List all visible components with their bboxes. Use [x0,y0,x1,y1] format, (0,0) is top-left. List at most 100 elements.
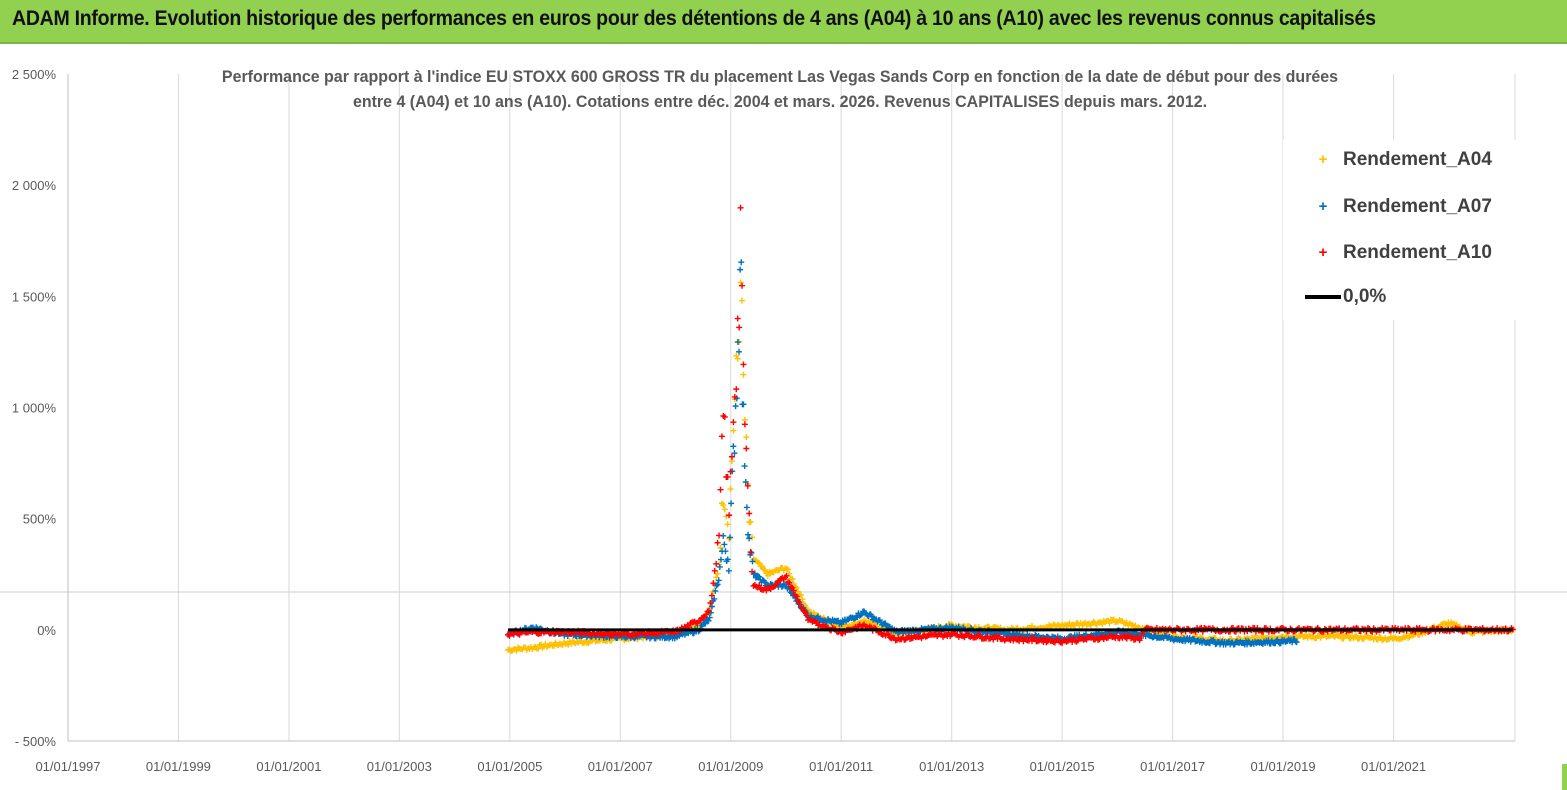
legend-label-a07: Rendement_A07 [1343,196,1492,217]
series-a10-point [796,599,803,606]
series-a04-point [740,371,747,378]
series-a04-point [739,297,746,304]
series-a07-point [743,504,750,511]
series-a07-point [746,535,753,542]
series-a04-point [565,641,572,648]
series-a10-point [736,324,743,331]
x-tick-label: 01/01/1997 [35,759,100,774]
series-a07-point [702,620,709,627]
x-tick-label: 01/01/2009 [698,759,763,774]
series-a04-point [764,572,771,579]
series-a04-point [759,563,766,570]
series-a10-point [743,445,750,452]
series-a10-point [746,510,753,517]
x-tick-label: 01/01/2001 [256,759,321,774]
series-a04-point [730,427,737,434]
series-a07-point [742,479,749,486]
series-a04-point [1406,633,1413,640]
legend-label-zero: 0,0% [1343,286,1387,307]
series-a07-point [726,534,733,541]
chart-title: Performance par rapport à l'indice EU ST… [188,64,1372,114]
series-a10-point [1138,634,1145,641]
series-a04-point [717,544,724,551]
report-banner: ADAM Informe. Evolution historique des p… [0,0,1567,44]
series-a07-point [734,339,741,346]
series-a07-point [745,531,752,538]
corner-marker-top-right [1562,0,1567,26]
series-a07-point [1293,639,1300,646]
series-a10-point [790,587,797,594]
series-a04-point [723,513,730,520]
series-a10-point [714,539,721,546]
series-a10-point [737,204,744,211]
y-tick-label: 2 000% [12,178,57,193]
series-a04-point [784,566,791,573]
series-a07-point [717,556,724,563]
series-a10-point [741,421,748,428]
series-a04-point [747,518,754,525]
series-a04-point [726,535,733,542]
series-a07-point [814,613,821,620]
series-a10-point [727,468,734,475]
series-a04-point [756,560,763,567]
y-tick-label: - 500% [15,734,57,749]
series-a07-point [708,603,715,610]
series-a07-point [722,548,729,555]
series-a07-point [715,577,722,584]
series-a07-point [705,617,712,624]
series-a10-point [740,361,747,368]
series-a10-point [706,608,713,615]
series-a07-point [716,563,723,570]
series-a07-point [724,556,731,563]
series-a04-point [1443,622,1450,629]
series-a10-point [1041,635,1048,642]
series-a04-point [743,434,750,441]
x-tick-label: 01/01/2005 [477,759,542,774]
x-tick-label: 01/01/2013 [919,759,984,774]
series-a10-point [724,473,731,480]
chart-legend: + Rendement_A04 + Rendement_A07 + Rendem… [1283,140,1523,320]
series-a07-point [756,573,763,580]
chart-title-line-1: Performance par rapport à l'indice EU ST… [221,67,1339,86]
series-a07-point [713,582,720,589]
x-tick-label: 01/01/1999 [146,759,211,774]
series-a07-point [711,595,718,602]
series-a10-point [793,593,800,600]
chart-title-line-2: entre 4 (A04) et 10 ans (A10). Cotations… [352,92,1208,111]
x-tick-label: 01/01/2015 [1030,759,1095,774]
series-a04-point [734,355,741,362]
series-a10-point [739,282,746,289]
series-a10-point [749,568,756,575]
series-a07-point [749,558,756,565]
series-a10-point [1010,637,1017,644]
legend-line-zero-icon [1305,295,1341,299]
series-a10-point [721,413,728,420]
series-a10-point [773,581,780,588]
series-a10-point [783,572,790,579]
series-a07-point [738,259,745,266]
series-a07-point [732,403,739,410]
y-tick-label: 2 500% [12,67,57,82]
series-a04-point [535,645,542,652]
series-a04-point [720,502,727,509]
series-a04-point [721,506,728,513]
series-a04-point [789,576,796,583]
report-title: ADAM Informe. Evolution historique des p… [12,7,1376,30]
series-a10-point [820,621,827,628]
series-a10-point [756,582,763,589]
series-a07-point [761,579,768,586]
series-a10-point [733,386,740,393]
series-a04-point [714,570,721,577]
y-tick-label: 1 000% [12,401,57,416]
series-a07-point [735,348,742,355]
series-a10-point [708,592,715,599]
series-a10-point [1051,639,1058,646]
series-a10-point [711,567,718,574]
series-a10-point [713,560,720,567]
series-a10-point [707,599,714,606]
legend-label-a04: Rendement_A04 [1343,149,1492,170]
x-tick-label: 01/01/2007 [588,759,653,774]
series-a10-point [786,579,793,586]
series-a07-point [728,500,735,507]
series-a04-point [797,591,804,598]
